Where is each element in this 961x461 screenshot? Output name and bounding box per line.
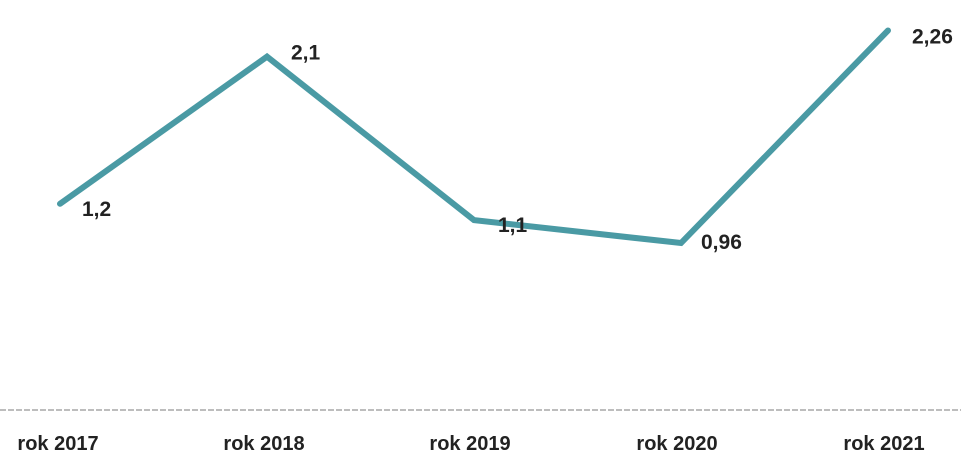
data-labels: 1,2 2,1 1,1 0,96 2,26 xyxy=(82,25,953,254)
x-tick-label: rok 2019 xyxy=(429,433,510,455)
x-tick-label: rok 2017 xyxy=(17,433,98,455)
x-tick-labels: rok 2017 rok 2018 rok 2019 rok 2020 rok 2021 xyxy=(17,433,924,455)
x-tick-label: rok 2020 xyxy=(636,433,717,455)
series-line xyxy=(57,27,891,247)
data-label: 0,96 xyxy=(701,231,742,254)
data-label: 1,2 xyxy=(82,198,111,221)
x-tick-label: rok 2018 xyxy=(223,433,304,455)
x-tick-label: rok 2021 xyxy=(843,433,924,455)
data-label: 2,26 xyxy=(912,25,953,48)
data-label: 2,1 xyxy=(291,42,321,65)
data-label: 1,1 xyxy=(498,214,528,237)
